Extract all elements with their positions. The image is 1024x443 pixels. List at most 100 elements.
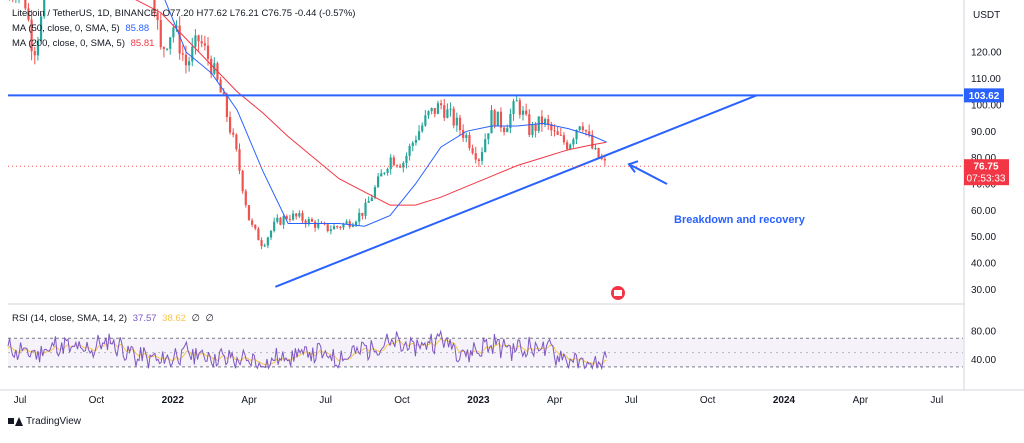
- candle-body: [210, 58, 213, 74]
- price-tick-label: 120.00: [971, 48, 1002, 59]
- rsi-extra-2: ∅: [205, 313, 214, 324]
- candle-body: [269, 230, 273, 238]
- candle-body: [244, 191, 247, 206]
- candle-body: [260, 240, 263, 247]
- candle-body: [273, 221, 276, 231]
- last-price-label-bg: [964, 159, 1009, 186]
- ma200-label: MA (200, close, 0, SMA, 5): [12, 38, 125, 49]
- rsi-ma-value: 38.62: [162, 313, 186, 324]
- candle-body: [235, 134, 238, 150]
- ma50-label: MA (50, close, 0, SMA, 5): [12, 23, 120, 34]
- candle-body: [462, 130, 465, 138]
- candle-body: [307, 219, 310, 225]
- candle-body: [427, 111, 430, 116]
- candle-body: [383, 172, 386, 174]
- time-tick-label: Jul: [14, 395, 27, 406]
- candle-body: [493, 110, 496, 127]
- tradingview-logo[interactable]: TradingView: [8, 416, 81, 427]
- price-tick-label: 30.00: [971, 285, 996, 296]
- candle-body: [594, 148, 597, 150]
- candle-body: [477, 159, 480, 161]
- tradingview-name: TradingView: [26, 416, 82, 427]
- candle-body: [282, 216, 285, 225]
- candle-body: [232, 132, 235, 135]
- legend-rsi: RSI (14, close, SMA, 14, 2) 37.57 38.62 …: [12, 313, 217, 324]
- candle-body: [465, 134, 468, 138]
- last-price-label: 76.75: [973, 162, 998, 173]
- candle-body: [288, 218, 292, 220]
- candle-body: [392, 157, 395, 166]
- candle-body: [380, 173, 383, 177]
- candle-body: [314, 221, 317, 228]
- candle-body: [30, 19, 33, 52]
- rsi-value: 37.57: [132, 313, 157, 324]
- candle-body: [266, 237, 269, 246]
- candle-body: [36, 41, 40, 56]
- time-tick-label: 2023: [467, 395, 490, 406]
- candle-body: [377, 176, 380, 188]
- candle-body: [521, 110, 525, 115]
- candle-body: [540, 116, 543, 125]
- candle-body: [329, 229, 332, 232]
- time-tick-label: Oct: [394, 395, 410, 406]
- candle-body: [518, 100, 521, 115]
- rsi-label: RSI (14, close, SMA, 14, 2): [12, 313, 128, 324]
- candle-body: [446, 109, 449, 118]
- legend-ma200: MA (200, close, 0, SMA, 5) 85.81: [12, 38, 157, 49]
- candle-body: [169, 37, 172, 49]
- candle-body: [553, 130, 556, 132]
- candle-body: [238, 149, 241, 171]
- candle-body: [172, 27, 175, 38]
- price-tick-label: 60.00: [971, 206, 996, 217]
- resistance-label: 103.62: [969, 91, 1000, 102]
- price-tick-label: 40.00: [971, 259, 996, 270]
- candle-body: [484, 139, 487, 152]
- candle-body: [197, 35, 200, 42]
- candle-body: [191, 46, 194, 62]
- candle-body: [417, 131, 421, 140]
- candle-body: [181, 53, 184, 55]
- candle-body: [389, 157, 392, 170]
- rsi-band: [8, 338, 963, 367]
- candle-body: [354, 221, 358, 226]
- candle-body: [206, 45, 210, 59]
- time-tick-label: Oct: [700, 395, 716, 406]
- candle-body: [351, 225, 355, 227]
- rsi-tick-label: 40.00: [971, 355, 996, 366]
- ma50-value: 85.88: [125, 23, 150, 34]
- symbol-title: Litecoin / TetherUS, 1D, BINANCE: [12, 8, 158, 19]
- candle-body: [405, 155, 408, 163]
- candle-body: [361, 212, 364, 216]
- candle-body: [279, 217, 282, 225]
- ma200-line: [135, 0, 607, 206]
- candle-body: [559, 134, 562, 136]
- candle-body: [304, 220, 307, 225]
- candle-body: [430, 107, 433, 112]
- candle-body: [200, 41, 203, 44]
- candle-body: [556, 131, 559, 135]
- price-tick-label: 50.00: [971, 232, 996, 243]
- candle-body: [569, 144, 572, 150]
- candle-body: [433, 107, 436, 114]
- candle-body: [298, 213, 301, 217]
- ohlc-values: O77.20 H77.62 L76.21 C76.75 -0.44 (-0.57…: [162, 8, 356, 19]
- candle-body: [458, 117, 462, 131]
- support-trendline: [275, 94, 758, 288]
- candle-body: [562, 135, 566, 143]
- candle-body: [27, 8, 30, 20]
- candle-body: [336, 226, 339, 228]
- candle-body: [424, 115, 427, 126]
- time-tick-label: Jul: [930, 395, 943, 406]
- candle-body: [241, 170, 244, 192]
- candle-body: [345, 221, 348, 224]
- candle-body: [449, 108, 452, 110]
- candle-body: [332, 226, 336, 230]
- candle-body: [159, 20, 162, 48]
- candle-body: [310, 219, 314, 222]
- tradingview-logo-icon: [8, 417, 23, 426]
- candle-body: [358, 212, 361, 222]
- candle-body: [581, 126, 584, 131]
- candle-body: [506, 128, 509, 133]
